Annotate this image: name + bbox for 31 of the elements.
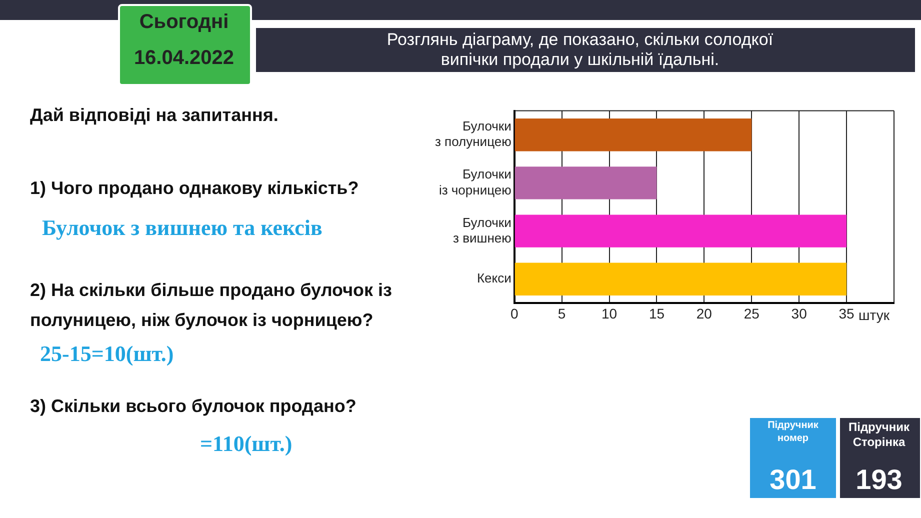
text: 16.04.2022 — [132, 46, 236, 71]
x-tick-label: 5 — [558, 305, 566, 322]
text: =110(шт.) — [200, 430, 292, 458]
text: 301 — [768, 463, 818, 497]
y-tick-label: Булочки із чорницею — [438, 166, 512, 198]
text: 25-15=10(шт.) — [40, 340, 174, 368]
x-axis-title: штук — [858, 307, 890, 324]
text: 2) На скільки більше продано булочок із полуницею, ніж булочок із чорницею? — [30, 279, 393, 332]
x-tick-label: 35 — [838, 305, 855, 322]
text: Підручник Сторінка — [847, 420, 911, 450]
text: 193 — [854, 463, 904, 497]
y-tick-label: Кекси — [476, 270, 512, 286]
text: 1) Чого продано однакову кількість? — [30, 177, 359, 200]
x-tick-label: 15 — [648, 305, 665, 322]
bar — [514, 214, 847, 248]
x-tick-label: 0 — [510, 305, 518, 322]
bar — [514, 262, 847, 296]
x-tick-label: 20 — [696, 305, 712, 322]
bar — [514, 118, 752, 152]
x-tick-label: 25 — [744, 305, 760, 322]
text: Підручник номер — [766, 420, 820, 445]
chart-title: Розглянь діаграму, де показано, скільки солодкої випічки продали у шкільній їдальні. — [386, 30, 774, 70]
text: Булочок з вишнею та кексів — [42, 214, 322, 242]
y-tick-label: Булочки з вишнею — [453, 214, 512, 246]
text: Дай відповіді на запитання. — [30, 104, 278, 126]
y-tick-label: Булочки з полуницею — [434, 118, 512, 150]
text: Сьогодні — [138, 10, 230, 35]
text: 3) Скільки всього булочок продано? — [30, 395, 356, 418]
x-tick-label: 30 — [791, 305, 808, 322]
bar — [514, 166, 657, 200]
x-tick-label: 10 — [601, 305, 618, 322]
